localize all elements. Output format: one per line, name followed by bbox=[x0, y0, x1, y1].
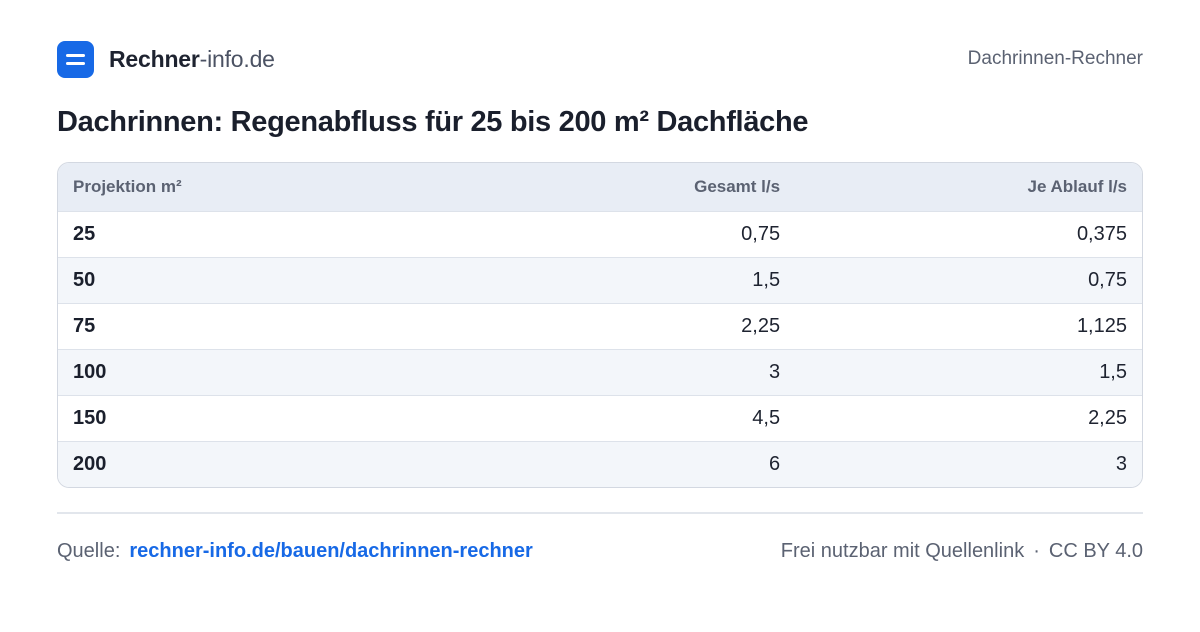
column-header-je-ablauf: Je Ablauf l/s bbox=[1027, 176, 1127, 196]
brand[interactable]: Rechner-info.de bbox=[57, 40, 275, 78]
footer-divider bbox=[57, 512, 1143, 514]
cell-je-ablauf: 1,5 bbox=[1099, 360, 1127, 383]
cell-gesamt: 1,5 bbox=[752, 268, 781, 291]
brand-name-light: -info.de bbox=[199, 45, 275, 72]
table-row: 150 4,5 2,25 bbox=[58, 395, 1142, 441]
cell-projektion: 150 bbox=[73, 406, 107, 429]
cell-je-ablauf: 0,75 bbox=[1088, 268, 1127, 291]
cell-projektion: 75 bbox=[73, 314, 96, 337]
table-row: 25 0,75 0,375 bbox=[58, 211, 1142, 257]
cell-je-ablauf: 3 bbox=[1115, 452, 1127, 475]
license-text: Frei nutzbar mit Quellenlink bbox=[780, 539, 1025, 562]
column-header-gesamt: Gesamt l/s bbox=[694, 176, 781, 196]
cell-gesamt: 3 bbox=[768, 360, 781, 383]
cell-je-ablauf: 2,25 bbox=[1088, 406, 1127, 429]
cell-projektion: 25 bbox=[73, 222, 96, 245]
separator-dot: · bbox=[1033, 539, 1040, 562]
cell-gesamt: 4,5 bbox=[752, 406, 781, 429]
brand-name-strong: Rechner bbox=[109, 45, 200, 72]
cell-projektion: 200 bbox=[73, 452, 107, 475]
cell-gesamt: 6 bbox=[768, 452, 781, 475]
source-label: Quelle: bbox=[57, 539, 121, 562]
table-row: 75 2,25 1,125 bbox=[58, 303, 1142, 349]
table-row: 50 1,5 0,75 bbox=[58, 257, 1142, 303]
cell-je-ablauf: 0,375 bbox=[1076, 222, 1127, 245]
calculator-name: Dachrinnen-Rechner bbox=[967, 48, 1143, 69]
cell-gesamt: 0,75 bbox=[741, 222, 781, 245]
license-info: Frei nutzbar mit Quellenlink · CC BY 4.0 bbox=[781, 540, 1143, 563]
table-row: 100 3 1,5 bbox=[58, 349, 1142, 395]
header: Rechner-info.de Dachrinnen-Rechner bbox=[57, 40, 1143, 78]
footer: Quelle: rechner-info.de/bauen/dachrinnen-… bbox=[57, 537, 1143, 565]
table-row: 200 6 3 bbox=[58, 441, 1142, 487]
cell-projektion: 50 bbox=[73, 268, 96, 291]
page-title: Dachrinnen: Regenabfluss für 25 bis 200 … bbox=[57, 106, 809, 138]
brand-name: Rechner-info.de bbox=[109, 46, 275, 73]
source-link[interactable]: rechner-info.de/bauen/dachrinnen-rechner bbox=[129, 539, 533, 562]
cell-gesamt: 2,25 bbox=[741, 314, 781, 337]
source: Quelle: rechner-info.de/bauen/dachrinnen-… bbox=[57, 540, 533, 563]
cell-projektion: 100 bbox=[73, 360, 107, 383]
column-header-projektion: Projektion m² bbox=[73, 176, 182, 196]
data-table: Projektion m² Gesamt l/s Je Ablauf l/s 2… bbox=[57, 162, 1143, 488]
cell-je-ablauf: 1,125 bbox=[1076, 314, 1127, 337]
license-badge: CC BY 4.0 bbox=[1048, 539, 1143, 562]
menu-lines-icon bbox=[57, 40, 94, 78]
table-header-row: Projektion m² Gesamt l/s Je Ablauf l/s bbox=[58, 163, 1142, 211]
